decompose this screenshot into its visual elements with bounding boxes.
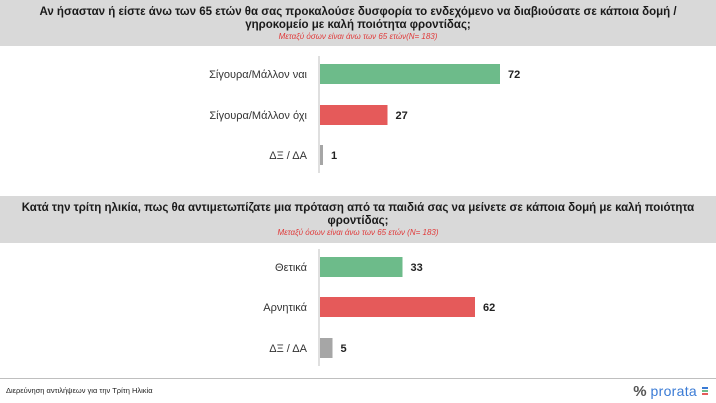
q1-bar	[320, 145, 323, 165]
q1-value-label: 1	[331, 150, 337, 162]
question-1-title: Αν ήσασταν ή είστε άνω των 65 ετών θα σα…	[39, 6, 677, 31]
question-2-subtitle: Μεταξύ όσων είναι άνω των 65 ετών (N= 18…	[277, 228, 439, 237]
logo-text: prorata	[650, 382, 697, 399]
question-1-chart: Σίγουρα/Μάλλον ναι 72 Σίγουρα/Μάλλον όχι 27…	[0, 48, 716, 188]
q1-bar	[320, 64, 500, 84]
survey-label: Διερεύνηση αντιλήψεων για την Τρίτη Ηλικ…	[6, 386, 153, 395]
q2-category-label: Θετικά	[275, 262, 308, 274]
q2-bar	[320, 297, 475, 317]
q1-category-label: Σίγουρα/Μάλλον όχι	[209, 110, 307, 122]
bars-icon	[702, 387, 708, 395]
q1-bar	[320, 105, 388, 125]
q2-category-label: Αρνητικά	[263, 302, 307, 314]
question-2-title: Κατά την τρίτη ηλικία, πως θα αντιμετωπί…	[21, 202, 695, 227]
q2-bar	[320, 338, 333, 358]
question-2-header: Κατά την τρίτη ηλικία, πως θα αντιμετωπί…	[0, 196, 716, 243]
q1-category-label: ΔΞ / ΔΑ	[269, 150, 307, 162]
question-2-chart: Θετικά 33 Αρνητικά 62 ΔΞ / ΔΑ 5	[0, 245, 716, 375]
question-1-bar-chart: Σίγουρα/Μάλλον ναι 72 Σίγουρα/Μάλλον όχι 27…	[209, 56, 520, 173]
q2-value-label: 5	[341, 343, 347, 355]
q2-value-label: 33	[411, 262, 423, 274]
q1-value-label: 72	[508, 69, 520, 81]
prorata-logo: % prorata	[633, 382, 708, 400]
q1-value-label: 27	[396, 110, 408, 122]
percent-icon: %	[633, 382, 647, 400]
question-1-subtitle: Μεταξύ όσων είναι άνω των 65 ετών(N= 183…	[278, 32, 438, 41]
q1-category-label: Σίγουρα/Μάλλον ναι	[209, 69, 307, 81]
q2-value-label: 62	[483, 302, 495, 314]
footer-divider	[0, 378, 716, 379]
question-1-header: Αν ήσασταν ή είστε άνω των 65 ετών θα σα…	[0, 0, 716, 46]
q2-bar	[320, 257, 403, 277]
question-2-bar-chart: Θετικά 33 Αρνητικά 62 ΔΞ / ΔΑ 5	[263, 249, 495, 366]
q2-category-label: ΔΞ / ΔΑ	[269, 343, 307, 355]
